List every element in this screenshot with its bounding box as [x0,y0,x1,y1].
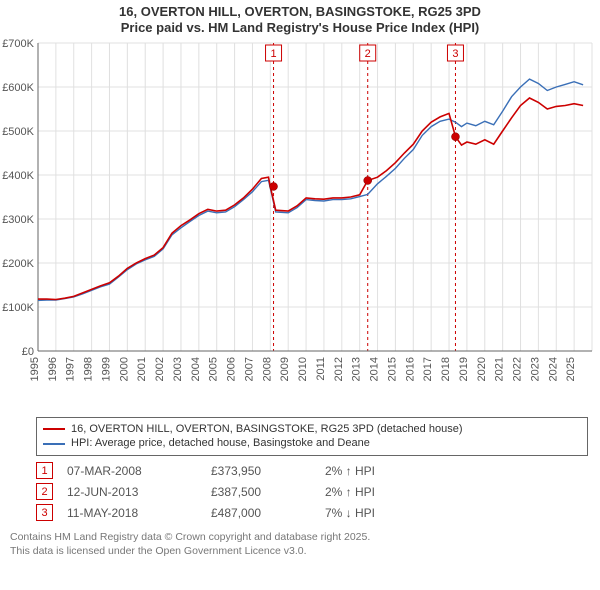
svg-text:2024: 2024 [547,357,559,381]
svg-text:2013: 2013 [351,357,363,381]
footer-line-1: Contains HM Land Registry data © Crown c… [10,531,590,545]
svg-text:£600K: £600K [2,82,34,94]
svg-text:2006: 2006 [226,357,238,381]
transaction-change: 2% ↑ HPI [325,485,375,499]
svg-text:2010: 2010 [297,357,309,381]
transaction-price: £487,000 [211,506,311,520]
title-line-1: 16, OVERTON HILL, OVERTON, BASINGSTOKE, … [0,4,600,20]
svg-text:2003: 2003 [172,357,184,381]
svg-text:2014: 2014 [369,357,381,381]
svg-text:2017: 2017 [422,357,434,381]
chart-svg: £0 £100K £200K £300K £400K £500K £600K £700K 199… [0,37,600,409]
transaction-price: £387,500 [211,485,311,499]
transaction-change: 2% ↑ HPI [325,464,375,478]
svg-text:£500K: £500K [2,126,34,138]
transaction-date: 11-MAY-2018 [67,506,197,520]
transaction-row: 2 12-JUN-2013 £387,500 2% ↑ HPI [36,483,564,500]
legend-row-hpi: HPI: Average price, detached house, Basi… [43,436,581,451]
legend-row-property: 16, OVERTON HILL, OVERTON, BASINGSTOKE, … [43,422,581,437]
transaction-row: 1 07-MAR-2008 £373,950 2% ↑ HPI [36,462,564,479]
svg-text:2000: 2000 [118,357,130,381]
transaction-date: 12-JUN-2013 [67,485,197,499]
svg-text:2018: 2018 [440,357,452,381]
svg-text:3: 3 [452,48,458,60]
svg-text:2022: 2022 [512,357,524,381]
svg-text:1999: 1999 [100,357,112,381]
transaction-marker: 3 [36,504,53,521]
svg-text:2019: 2019 [458,357,470,381]
svg-text:1998: 1998 [83,357,95,381]
transaction-marker: 2 [36,483,53,500]
svg-text:£700K: £700K [2,38,34,50]
svg-text:1997: 1997 [65,357,77,381]
transaction-marker: 1 [36,462,53,479]
svg-text:2007: 2007 [243,357,255,381]
svg-text:£0: £0 [22,346,34,358]
svg-text:2020: 2020 [476,357,488,381]
transaction-price: £373,950 [211,464,311,478]
title-line-2: Price paid vs. HM Land Registry's House … [0,20,600,36]
svg-text:2: 2 [365,48,371,60]
svg-text:2008: 2008 [261,357,273,381]
footer: Contains HM Land Registry data © Crown c… [10,531,590,558]
transaction-date: 07-MAR-2008 [67,464,197,478]
transaction-list: 1 07-MAR-2008 £373,950 2% ↑ HPI 2 12-JUN… [36,462,564,521]
svg-text:1996: 1996 [47,357,59,381]
transaction-row: 3 11-MAY-2018 £487,000 7% ↓ HPI [36,504,564,521]
legend-swatch-hpi [43,443,65,445]
svg-text:2004: 2004 [190,357,202,381]
chart-title: 16, OVERTON HILL, OVERTON, BASINGSTOKE, … [0,0,600,37]
svg-text:2011: 2011 [315,357,327,381]
legend-label-hpi: HPI: Average price, detached house, Basi… [71,436,370,451]
svg-text:2009: 2009 [279,357,291,381]
svg-text:£400K: £400K [2,170,34,182]
transaction-change: 7% ↓ HPI [325,506,375,520]
svg-text:2002: 2002 [154,357,166,381]
svg-text:1995: 1995 [29,357,41,381]
legend-label-property: 16, OVERTON HILL, OVERTON, BASINGSTOKE, … [71,422,462,437]
svg-text:2025: 2025 [565,357,577,381]
svg-text:1: 1 [270,48,276,60]
svg-text:2005: 2005 [208,357,220,381]
footer-line-2: This data is licensed under the Open Gov… [10,545,590,559]
svg-text:£100K: £100K [2,302,34,314]
svg-text:£300K: £300K [2,214,34,226]
legend: 16, OVERTON HILL, OVERTON, BASINGSTOKE, … [36,417,588,457]
svg-text:2016: 2016 [404,357,416,381]
svg-text:£200K: £200K [2,258,34,270]
svg-text:2012: 2012 [333,357,345,381]
svg-text:2021: 2021 [494,356,506,380]
svg-text:2001: 2001 [136,357,148,381]
legend-swatch-property [43,428,65,430]
svg-text:2015: 2015 [386,357,398,381]
svg-text:2023: 2023 [529,357,541,381]
price-chart: £0 £100K £200K £300K £400K £500K £600K £700K 199… [0,37,600,409]
